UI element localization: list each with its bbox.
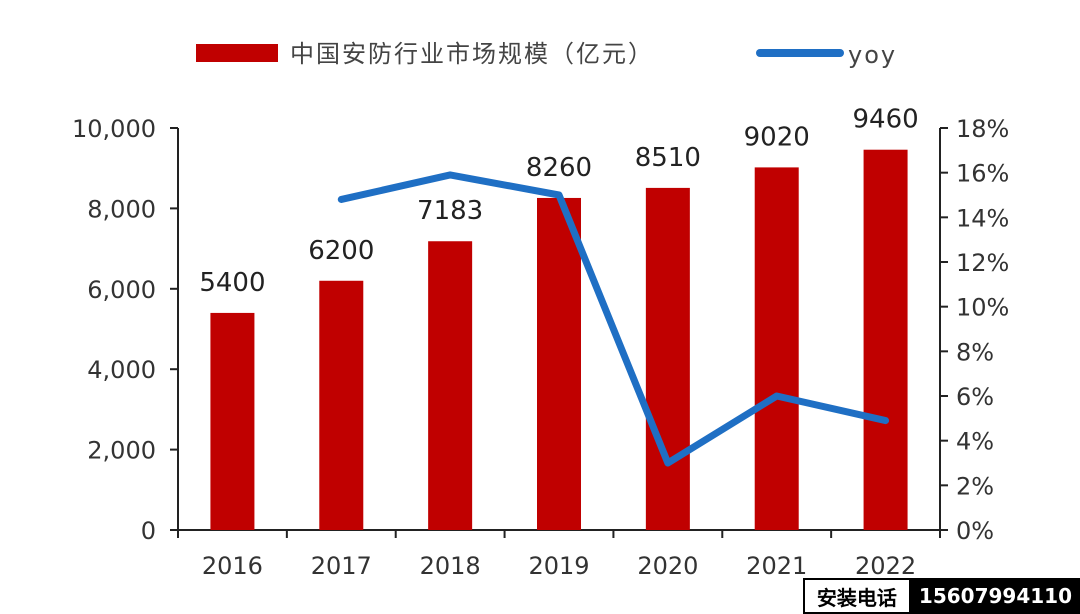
legend-label-market-size: 中国安防行业市场规模（亿元）: [290, 40, 654, 68]
x-axis-ticks: 2016 2017 2018 2019 2020 2021 2022: [177, 530, 941, 580]
yoy-point-2021: [773, 393, 780, 399]
right-tick-label: 2%: [956, 472, 994, 500]
left-axis-ticks: 0 2,000 4,000 6,000 8,000 10,000: [72, 115, 178, 545]
yoy-line: [337, 171, 890, 467]
right-tick-label: 14%: [956, 204, 1009, 232]
bar-series: [210, 149, 908, 530]
x-tick-label: 2019: [528, 552, 589, 580]
x-tick-label: 2020: [637, 552, 698, 580]
bar-data-labels: 5400 6200 7183 8260 8510 9020 9460: [199, 105, 918, 298]
x-tick-label: 2021: [746, 552, 807, 580]
legend: 中国安防行业市场规模（亿元） yoy: [196, 40, 897, 69]
right-tick-label: 0%: [956, 517, 994, 545]
right-tick-label: 8%: [956, 338, 994, 366]
right-tick-label: 6%: [956, 383, 994, 411]
bar-2021: [754, 167, 799, 530]
yoy-point-2018: [447, 171, 454, 178]
watermark-label: 安装电话: [802, 578, 911, 614]
bar-2016: [210, 312, 255, 530]
left-tick-label: 2,000: [87, 437, 156, 465]
bar-label-2017: 6200: [308, 236, 374, 266]
yoy-line-series: [337, 171, 890, 467]
watermark-phone: 15607994110: [910, 578, 1080, 614]
left-tick-label: 6,000: [87, 276, 156, 304]
yoy-point-2019: [556, 192, 562, 198]
bar-2018: [428, 241, 473, 530]
bar-label-2016: 5400: [199, 268, 265, 298]
bar-2017: [319, 280, 364, 530]
left-tick-label: 4,000: [87, 356, 156, 384]
right-tick-label: 16%: [956, 160, 1009, 188]
x-tick-label: 2016: [202, 552, 263, 580]
legend-swatch-market-size: [196, 44, 278, 62]
left-tick-label: 8,000: [87, 195, 156, 223]
legend-label-yoy: yoy: [848, 41, 897, 69]
bar-label-2019: 8260: [526, 153, 592, 183]
bar-2020: [645, 187, 690, 530]
install-phone-watermark: 安装电话 15607994110: [802, 578, 1080, 614]
bar-label-2021: 9020: [744, 122, 810, 152]
yoy-point-2017: [338, 196, 345, 203]
left-tick-label: 10,000: [72, 115, 156, 143]
right-tick-label: 4%: [956, 428, 994, 456]
yoy-point-2020: [664, 460, 671, 466]
x-tick-label: 2017: [311, 552, 372, 580]
right-tick-label: 10%: [956, 294, 1009, 322]
right-axis-ticks: 0% 2% 4% 6% 8% 10% 12% 14% 16% 18%: [940, 115, 1009, 545]
left-tick-label: 0: [141, 517, 156, 545]
bar-2022: [863, 149, 908, 530]
bar-label-2020: 8510: [635, 143, 701, 173]
right-tick-label: 18%: [956, 115, 1009, 143]
x-tick-label: 2018: [420, 552, 481, 580]
bar-label-2022: 9460: [852, 105, 918, 135]
bar-label-2018: 7183: [417, 196, 483, 226]
right-tick-label: 12%: [956, 249, 1009, 277]
x-tick-label: 2022: [855, 552, 916, 580]
bar-2019: [537, 197, 581, 530]
yoy-point-2022: [882, 417, 889, 424]
